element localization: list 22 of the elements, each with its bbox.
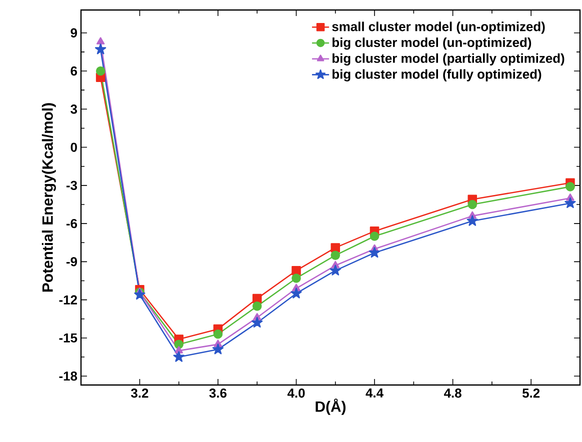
x-tick-label: 4.4 [366,388,384,398]
y-tick-label: 0 [70,142,77,152]
y-tick-label: 9 [70,28,77,38]
legend-label: big cluster model (partially optimized) [332,53,564,66]
x-tick-label: 4.8 [444,388,462,398]
y-tick-label: -9 [66,257,77,266]
y-tick-label: -12 [59,295,77,304]
y-axis-title: Potential Energy(Kcal/mol) [42,103,56,292]
y-tick-label: -15 [59,333,78,342]
legend-label: big cluster model (fully optimized) [332,69,542,82]
y-tick-label: 6 [70,66,78,76]
x-tick-label: 3.6 [209,388,227,398]
y-tick-label: -3 [66,180,78,190]
x-tick-label: 5.2 [522,388,540,398]
x-tick-label: 3.2 [131,388,148,398]
y-tick-label: -6 [66,218,78,228]
legend-label: big cluster model (un-optimized) [332,38,532,50]
x-tick-label: 4.0 [287,388,305,398]
y-tick-label: -18 [59,372,78,381]
legend-label: small cluster model (un-optimized) [332,22,545,34]
y-tick-label: 3 [70,104,78,114]
x-axis-title: D(Å) [316,398,346,415]
